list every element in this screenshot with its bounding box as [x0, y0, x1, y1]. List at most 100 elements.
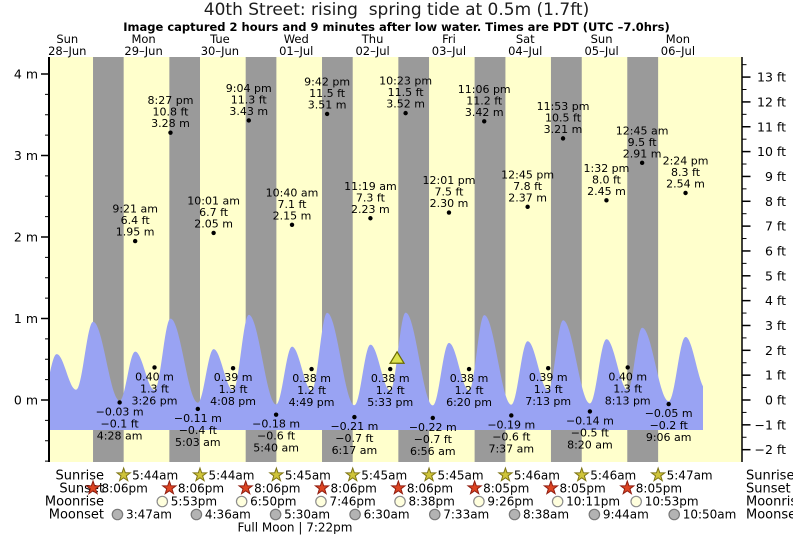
sunrise-time: 5:44am: [132, 469, 178, 483]
sunrise-star-icon: [344, 466, 361, 482]
sunset-star-icon: [161, 479, 178, 495]
low-tide-dot: [273, 412, 279, 417]
high-tide-annotation-ft: 10.5 ft: [545, 111, 582, 124]
moonrise-row-label-right: Moonrise: [746, 495, 793, 510]
low-tide-dot: [545, 366, 551, 371]
day-date: 28–Jun: [48, 44, 86, 58]
moonset-circle-icon: [668, 508, 680, 521]
moonrise-circle-icon: [235, 495, 248, 508]
high-tide-annotation-ft: 11.3 ft: [231, 93, 268, 106]
low-tide-dot: [117, 400, 122, 405]
moonset-time: 3:47am: [126, 508, 172, 522]
page-title: 40th Street: rising spring tide at 0.5m …: [203, 0, 590, 20]
sunset-star-icon: [390, 479, 407, 495]
day-weekday: Fri: [442, 32, 456, 46]
high-tide-annotation-ft: 6.7 ft: [199, 206, 229, 219]
low-tide-annotation-time: 4:49 pm: [289, 396, 335, 409]
moonset-circle-icon: [190, 508, 203, 521]
low-tide-dot: [352, 414, 357, 420]
high-tide-annotation-time: 10:01 am: [187, 194, 240, 207]
sunrise-star-icon: [650, 466, 667, 482]
moonset-row-label-left: Moonset: [49, 508, 104, 523]
high-tide-annotation-ft: 10.8 ft: [152, 106, 189, 119]
high-tide-annotation-time: 12:01 pm: [423, 174, 476, 187]
low-tide-annotation-time: 7:13 pm: [525, 395, 571, 408]
moonrise-row-label-left: Moonrise: [45, 495, 104, 510]
low-tide-annotation-m: −0.14 m: [566, 414, 614, 427]
low-tide-annotation-time: 6:20 pm: [446, 396, 492, 409]
full-moon-label: Full Moon | 7:22pm: [238, 521, 353, 535]
low-tide-annotation-ft: −0.6 ft: [257, 430, 296, 443]
day-weekday: Sun: [56, 32, 78, 46]
right-axis-tick-label: −2 ft: [755, 442, 787, 457]
high-tide-annotation-m: 2.91 m: [623, 147, 662, 160]
sunrise-star-icon: [268, 466, 285, 482]
high-tide-annotation-time: 12:45 pm: [501, 168, 554, 181]
high-tide-annotation-ft: 8.0 ft: [592, 173, 622, 186]
high-tide-annotation-time: 12:45 am: [616, 124, 669, 137]
left-axis-tick-label: 2 m: [14, 230, 38, 245]
high-tide-annotation-m: 1.95 m: [116, 226, 155, 239]
sunset-star-icon: [84, 479, 102, 495]
day-date: 03–Jul: [432, 44, 466, 58]
low-tide-annotation-ft: −0.7 ft: [335, 432, 374, 445]
moonset-circle-icon: [588, 508, 601, 521]
moonset-circle-icon: [349, 508, 361, 521]
high-tide-annotation-ft: 8.3 ft: [671, 166, 701, 179]
low-tide-dot: [309, 366, 314, 372]
low-tide-annotation-time: 5:40 am: [253, 442, 299, 455]
low-tide-dot: [625, 365, 630, 370]
high-tide-annotation-time: 9:04 pm: [226, 82, 272, 95]
moonset-time: 9:44am: [603, 508, 649, 522]
day-date: 01–Jul: [279, 44, 313, 58]
low-tide-annotation-ft: −0.2 ft: [650, 419, 689, 432]
low-tide-dot: [666, 401, 671, 407]
sunset-star-icon: [542, 479, 560, 495]
current-time-marker: [389, 350, 406, 364]
high-tide-dot: [604, 198, 609, 203]
high-tide-dot: [368, 216, 373, 221]
low-tide-annotation-m: −0.22 m: [409, 421, 457, 434]
low-tide-annotation-m: 0.40 m: [135, 370, 174, 383]
day-weekday: Sat: [516, 32, 535, 46]
low-tide-annotation-ft: −0.7 ft: [414, 433, 453, 446]
right-axis-tick-label: 0 ft: [765, 393, 786, 408]
sunset-time: 8:06pm: [331, 482, 377, 496]
day-date: 30–Jun: [201, 44, 239, 58]
sunset-time: 8:06pm: [407, 482, 453, 496]
high-tide-annotation-m: 3.51 m: [308, 98, 347, 111]
high-tide-annotation-time: 1:32 pm: [583, 162, 629, 175]
low-tide-dot: [152, 365, 157, 370]
high-tide-dot: [639, 160, 645, 166]
right-axis-tick-label: 3 ft: [765, 318, 786, 333]
low-tide-annotation-m: 0.38 m: [292, 372, 331, 385]
sunset-star-icon: [313, 479, 331, 495]
low-tide-dot: [230, 366, 236, 371]
sunrise-time: 5:44am: [208, 469, 254, 483]
high-tide-annotation-time: 11:06 pm: [458, 83, 511, 96]
low-tide-annotation-ft: 1.3 ft: [534, 383, 564, 396]
low-tide-annotation-m: 0.38 m: [450, 372, 489, 385]
tide-curve: [49, 312, 703, 430]
low-tide-dot: [587, 409, 593, 414]
low-tide-annotation-time: 9:06 am: [646, 431, 692, 444]
sunrise-row-label-left: Sunrise: [56, 469, 104, 484]
high-tide-dot: [403, 110, 408, 116]
day-date: 02–Jul: [355, 44, 389, 58]
moonrise-circle-icon: [630, 495, 642, 508]
low-tide-annotation-m: −0.03 m: [96, 405, 144, 418]
right-axis-tick-label: 5 ft: [765, 268, 786, 283]
low-tide-annotation-m: −0.05 m: [645, 407, 693, 420]
right-axis-tick-label: 13 ft: [757, 70, 786, 85]
sunrise-time: 5:45am: [361, 469, 407, 483]
sunrise-time: 5:46am: [514, 469, 560, 483]
low-tide-annotation-m: −0.19 m: [487, 418, 535, 431]
low-tide-dot: [430, 415, 435, 421]
sunset-star-icon: [237, 479, 254, 495]
high-tide-annotation-m: 3.21 m: [544, 123, 583, 136]
moonset-time: 8:38am: [523, 508, 569, 522]
high-tide-annotation-m: 2.45 m: [587, 185, 626, 198]
sunset-time: 8:05pm: [483, 482, 529, 496]
high-tide-annotation-ft: 7.3 ft: [356, 191, 386, 204]
